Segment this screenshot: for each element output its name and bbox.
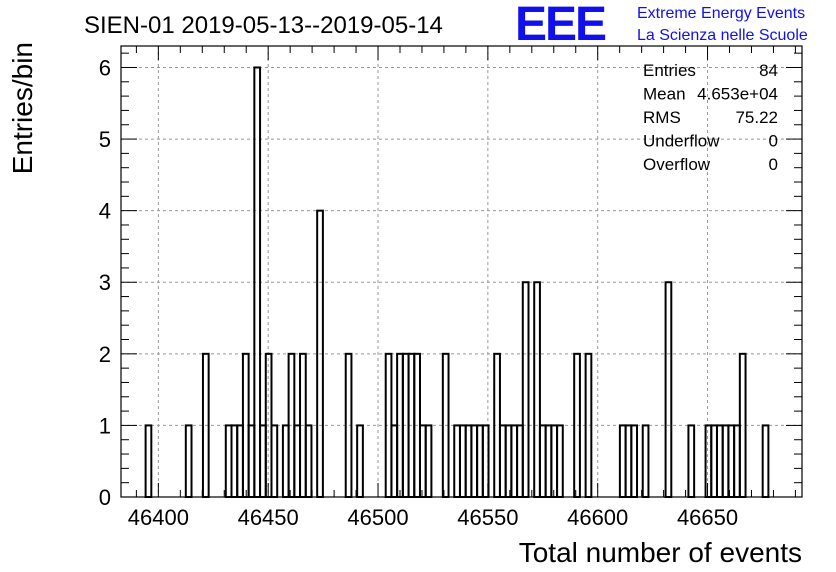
logo-line-2: La Scienza nelle Scuole — [637, 27, 808, 44]
stats-label: Overflow — [643, 155, 711, 174]
y-tick-label: 1 — [99, 413, 111, 438]
histogram-bin — [556, 424, 564, 498]
histogram-bin — [184, 424, 193, 498]
stats-label: Entries — [643, 61, 696, 80]
stats-label: Mean — [643, 85, 686, 104]
y-tick-label: 0 — [99, 485, 111, 510]
stats-label: Underflow — [643, 132, 720, 151]
plot-frame — [120, 45, 803, 498]
stats-value: 84 — [759, 61, 778, 80]
stats-value: 75.22 — [735, 108, 778, 127]
histogram-bin — [521, 281, 530, 498]
histogram-bin — [270, 424, 279, 498]
histogram-bin — [144, 424, 153, 498]
histogram-bin — [344, 352, 353, 499]
x-tick-labels: 46400 46450 46500 46550 46600 46650 — [128, 505, 738, 530]
x-tick-label: 46400 — [128, 505, 189, 530]
y-axis-title: Entries/bin — [7, 42, 38, 174]
stats-value: 0 — [769, 132, 778, 151]
x-tick-label: 46550 — [457, 505, 518, 530]
x-tick-label: 46500 — [347, 505, 408, 530]
chart-title: SIEN-01 2019-05-13--2019-05-14 — [84, 12, 443, 39]
histogram-bin — [738, 352, 747, 499]
histogram-bin — [687, 424, 696, 498]
histogram-bin — [641, 424, 650, 498]
y-tick-label: 3 — [99, 270, 111, 295]
logo-mark: EEE — [515, 0, 606, 51]
grid-lines — [121, 46, 802, 497]
x-axis-title: Total number of events — [519, 537, 802, 568]
y-tick-labels: 0 1 2 3 4 5 6 — [99, 55, 111, 510]
axes — [120, 45, 803, 498]
histogram-bin — [630, 424, 639, 498]
stats-box: Entries 84 Mean 4.653e+04 RMS 75.22 Underflow 0… — [643, 61, 778, 174]
histogram-bin — [584, 352, 593, 499]
stats-value: 4.653e+04 — [697, 85, 778, 104]
y-tick-label: 5 — [99, 127, 111, 152]
stats-value: 0 — [769, 155, 778, 174]
logo-line-1: Extreme Energy Events — [637, 5, 805, 22]
x-tick-label: 46450 — [238, 505, 299, 530]
eee-logo: EEE Extreme Energy Events La Scienza nel… — [515, 0, 808, 51]
histogram-bin — [356, 424, 364, 498]
stats-label: RMS — [643, 108, 681, 127]
x-tick-label: 46650 — [677, 505, 738, 530]
histogram-bin — [761, 424, 770, 498]
y-tick-label: 4 — [99, 199, 111, 224]
histogram-bin — [664, 281, 673, 498]
y-tick-label: 2 — [99, 342, 111, 367]
histogram-bin — [424, 424, 433, 498]
x-tick-label: 46600 — [567, 505, 628, 530]
y-tick-label: 6 — [99, 55, 111, 80]
histogram-bin — [304, 424, 313, 498]
